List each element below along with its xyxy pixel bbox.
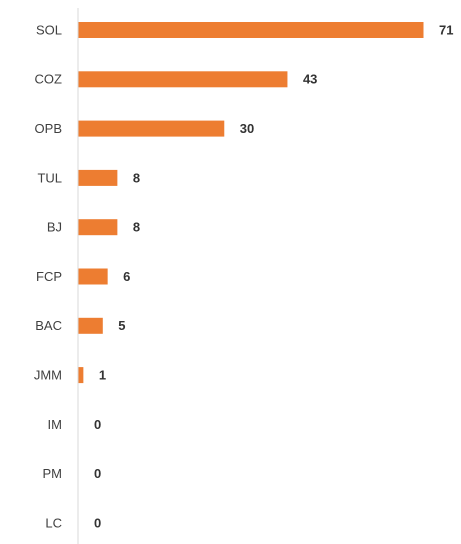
y-tick-label: JMM	[34, 368, 62, 383]
value-label: 0	[94, 515, 101, 530]
bar	[78, 120, 225, 137]
value-label: 71	[439, 22, 453, 37]
y-tick-label: TUL	[37, 170, 62, 185]
y-tick-label: SOL	[36, 22, 62, 37]
y-tick-label: IM	[48, 417, 62, 432]
y-tick-label: BAC	[35, 318, 62, 333]
bar	[78, 367, 84, 384]
bar	[78, 317, 103, 334]
bar	[78, 22, 424, 38]
y-tick-label: PM	[43, 466, 63, 481]
bar	[78, 169, 118, 186]
value-label: 6	[123, 269, 130, 284]
bar	[78, 268, 108, 285]
value-label: 0	[94, 466, 101, 481]
y-tick-label: LC	[45, 515, 62, 530]
y-tick-label: BJ	[47, 220, 62, 235]
value-label: 8	[133, 220, 140, 235]
value-label: 43	[303, 72, 317, 87]
value-label: 0	[94, 417, 101, 432]
bar	[78, 71, 288, 88]
bar	[78, 219, 118, 236]
y-tick-label: OPB	[35, 121, 62, 136]
value-label: 8	[133, 170, 140, 185]
value-label: 30	[240, 121, 254, 136]
y-tick-label: FCP	[36, 269, 62, 284]
value-label: 5	[118, 318, 125, 333]
y-tick-label: COZ	[35, 72, 63, 87]
value-label: 1	[99, 368, 106, 383]
